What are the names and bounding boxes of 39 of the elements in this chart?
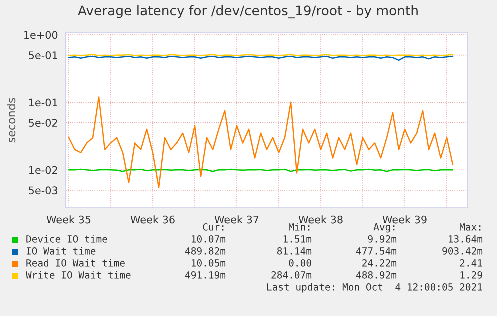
text: Last update: Mon Oct 4 12:00:05 2021 xyxy=(267,283,482,293)
text: 477.54m xyxy=(356,248,397,255)
text: Cur: xyxy=(203,223,224,231)
text: 0.00 xyxy=(289,259,312,267)
x-tick-label: Week 39 xyxy=(382,216,427,224)
text: 13.64m xyxy=(449,235,483,243)
legend-label: IO Wait time xyxy=(26,247,96,255)
y-tick-label: 1e-01 xyxy=(29,98,58,107)
text: 9.92m xyxy=(368,235,397,243)
text: 903.42m xyxy=(442,247,483,255)
text: 1.29 xyxy=(460,271,482,279)
text: 10.05m xyxy=(192,259,226,267)
y-tick-label: 5e-02 xyxy=(29,119,58,127)
y-tick-label: 1e+00 xyxy=(24,31,58,40)
text: 2.41 xyxy=(460,259,482,267)
legend-label: Write IO Wait time xyxy=(26,271,131,279)
text: 81.14m xyxy=(278,247,312,255)
line-series xyxy=(68,96,454,188)
x-tick-label: Week 37 xyxy=(214,216,259,224)
y-tick-label: 5e-01 xyxy=(29,52,58,60)
text: Avg: xyxy=(374,224,395,233)
text: 489.82m xyxy=(186,247,226,255)
x-tick-label: Week 36 xyxy=(130,216,175,224)
text: 10.07m xyxy=(192,235,226,243)
text: 284.07m xyxy=(272,271,312,279)
legend-label: Device IO time xyxy=(26,235,108,243)
text: 24.22m xyxy=(362,259,397,267)
text: 491.19m xyxy=(186,271,226,279)
chart-title: Average latency for /dev/centos_19/root - by month xyxy=(78,5,418,19)
y-tick-label: 1e-02 xyxy=(29,166,58,174)
text: Min: xyxy=(288,223,310,231)
text: 488.92m xyxy=(356,271,397,279)
text: Max: xyxy=(460,224,481,231)
text: 1.51m xyxy=(284,236,312,243)
x-tick-label: Week 35 xyxy=(46,216,91,224)
y-tick-label: 5e-03 xyxy=(29,186,58,195)
legend-label: Read IO Wait time xyxy=(26,259,125,267)
x-tick-label: Week 38 xyxy=(298,216,343,224)
y-axis-title: seconds xyxy=(7,98,16,143)
